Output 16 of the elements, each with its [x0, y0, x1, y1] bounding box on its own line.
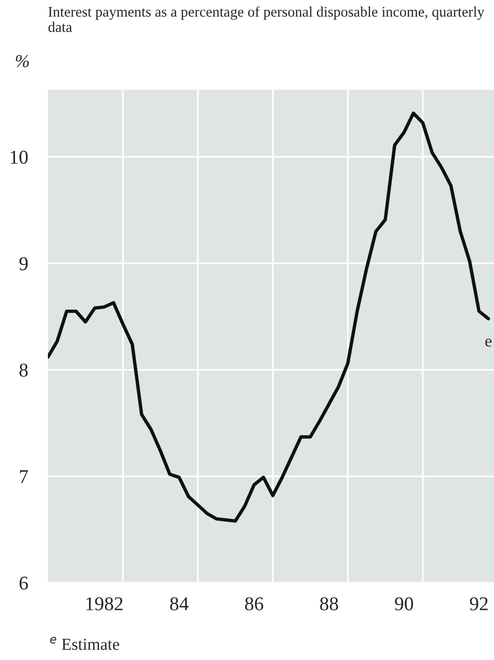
- text: $^{e}$ Estimate: [50, 636, 120, 650]
- chart-title: Interest payments as a percentage of personal disposable income, quarterly data: [48, 6, 484, 32]
- y-tick-label: 8: [19, 364, 28, 377]
- line-series: [48, 112, 490, 523]
- x-tick-label: 88: [320, 597, 338, 610]
- annotation: e: [485, 338, 492, 347]
- y-tick-label: 7: [20, 470, 28, 484]
- x-tick-label: 84: [170, 597, 189, 610]
- y-tick-label: 9: [19, 257, 28, 270]
- x-tick-label: 86: [245, 597, 264, 610]
- x-tick-label: 92: [470, 597, 488, 610]
- y-axis-title: %: [16, 55, 29, 68]
- y-tick-label: 10: [10, 150, 28, 164]
- x-tick-label: 90: [394, 597, 414, 610]
- x-tick-label: 1982: [86, 597, 123, 610]
- y-tick-label: 6: [20, 576, 28, 590]
